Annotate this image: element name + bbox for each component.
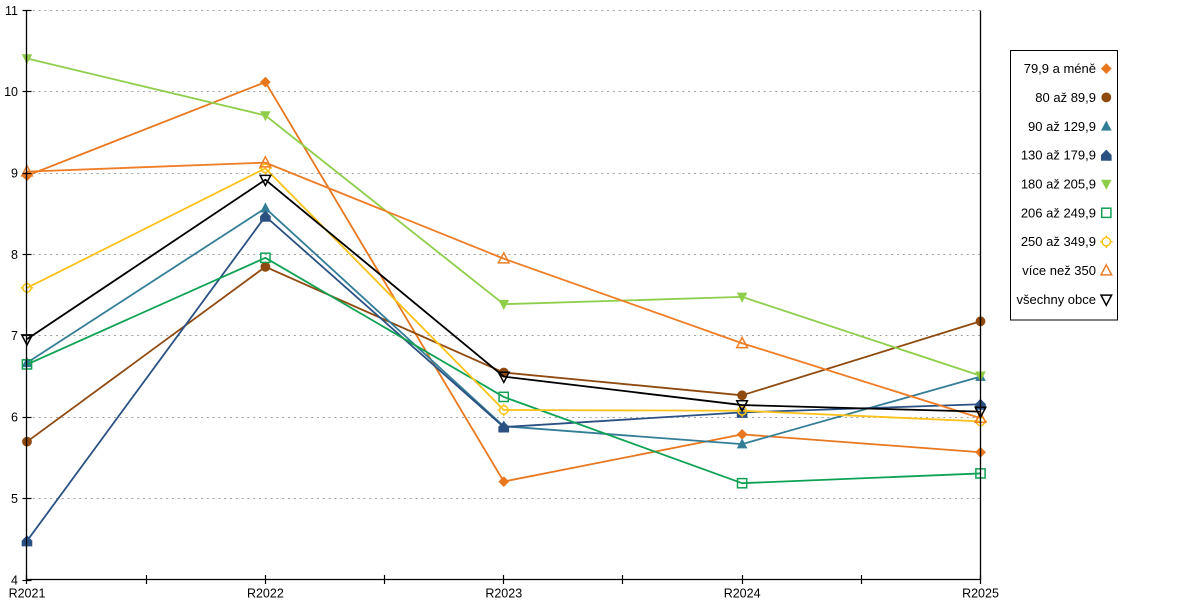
svg-text:R2022: R2022	[247, 587, 284, 601]
svg-text:11: 11	[5, 4, 18, 18]
svg-text:79,9 a méně: 79,9 a méně	[1024, 61, 1096, 76]
svg-text:9: 9	[11, 167, 18, 181]
svg-text:4: 4	[11, 573, 18, 587]
svg-text:90 až 129,9: 90 až 129,9	[1028, 119, 1096, 134]
svg-text:7: 7	[11, 329, 18, 343]
svg-text:více než 350: více než 350	[1022, 263, 1096, 278]
svg-text:10: 10	[4, 85, 18, 99]
svg-text:5: 5	[11, 492, 18, 506]
svg-text:80 až 89,9: 80 až 89,9	[1035, 90, 1096, 105]
svg-text:6: 6	[11, 411, 18, 425]
svg-text:250 až 349,9: 250 až 349,9	[1021, 234, 1096, 249]
svg-text:všechny obce: všechny obce	[1017, 292, 1097, 307]
svg-text:R2025: R2025	[962, 587, 999, 601]
svg-text:206 až 249,9: 206 až 249,9	[1021, 205, 1096, 220]
svg-text:180 až 205,9: 180 až 205,9	[1021, 177, 1096, 192]
svg-text:R2024: R2024	[724, 587, 761, 601]
svg-text:R2023: R2023	[485, 587, 522, 601]
svg-text:R2021: R2021	[9, 587, 46, 601]
svg-text:8: 8	[11, 248, 18, 262]
svg-text:130 až 179,9: 130 až 179,9	[1021, 148, 1096, 163]
